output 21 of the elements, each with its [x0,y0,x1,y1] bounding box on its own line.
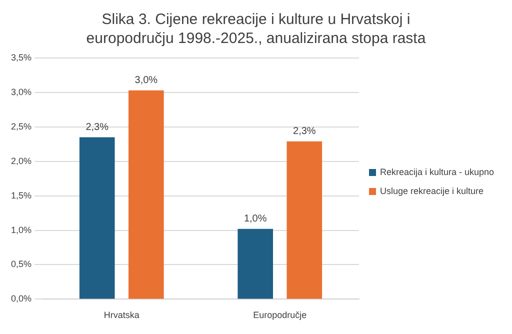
y-tick-label: 1,0% [11,224,32,235]
bar [238,228,274,299]
legend-label: Rekreacija i kultura - ukupno [380,167,494,177]
x-tick-label: Europodručje [253,310,307,320]
legend-label: Usluge rekreacije i kulture [380,186,484,196]
data-label: 2,3% [86,122,109,133]
x-tick-label: Hrvatska [104,310,140,320]
y-tick-label: 1,5% [11,190,32,200]
bar [128,90,164,299]
y-tick-label: 2,0% [11,156,32,166]
data-label: 2,3% [293,126,316,138]
bar [286,141,322,299]
y-tick-label: 0,0% [11,294,32,304]
y-tick-label: 3,5% [11,52,32,62]
data-label: 1,0% [244,214,267,225]
y-tick-label: 3,0% [11,86,32,97]
data-label: 3,0% [134,75,158,86]
y-tick-label: 0,5% [11,259,32,270]
bar [79,137,115,299]
chart-title: Slika 3. Cijene rekreacije i kulture u Hrvatskoj i europodručju 1998.-2025., anualizirana stopa rasta [85,10,427,48]
y-tick-label: 2,5% [11,121,32,132]
